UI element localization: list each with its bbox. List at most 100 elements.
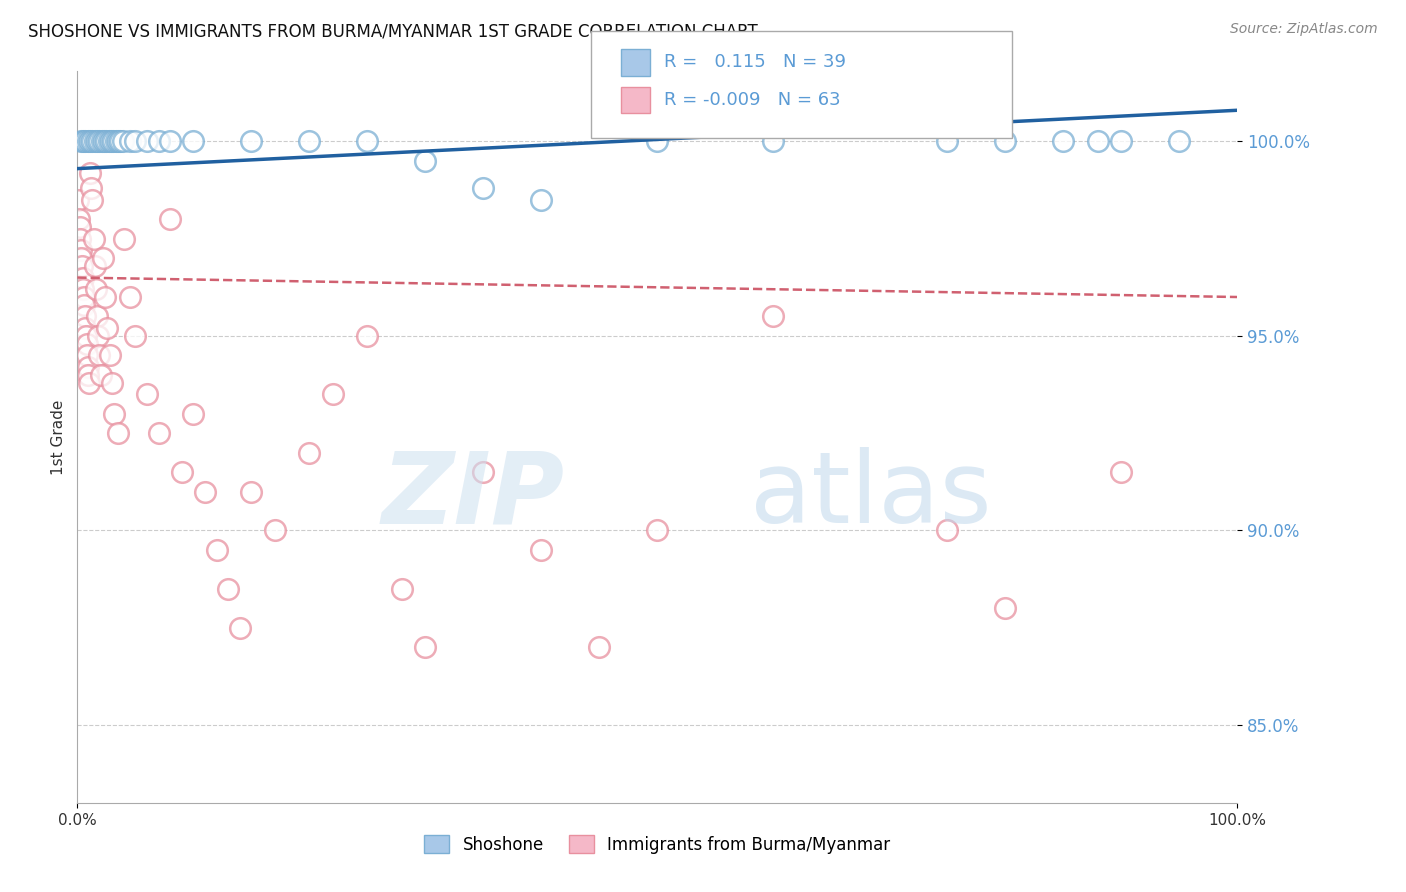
Point <box>75 321 97 335</box>
Point <box>75 135 97 149</box>
Text: SHOSHONE VS IMMIGRANTS FROM BURMA/MYANMAR 1ST GRADE CORRELATION CHART: SHOSHONE VS IMMIGRANTS FROM BURMA/MYANMA… <box>28 22 758 40</box>
Point <box>118 135 141 149</box>
Point <box>90 135 112 149</box>
Point <box>118 290 141 304</box>
Text: ZIP: ZIP <box>381 447 565 544</box>
Point <box>159 135 181 149</box>
Point <box>73 298 96 312</box>
Point <box>67 212 90 227</box>
Point <box>79 165 101 179</box>
Point <box>762 310 785 324</box>
Point <box>93 135 115 149</box>
Point <box>73 290 96 304</box>
Point <box>647 135 669 149</box>
Point <box>391 582 413 596</box>
Point <box>76 348 98 362</box>
Point <box>96 135 118 149</box>
Point <box>148 426 170 441</box>
Point <box>1111 465 1133 479</box>
Point <box>530 193 553 207</box>
Point <box>86 135 108 149</box>
Point <box>104 135 127 149</box>
Point <box>228 621 252 635</box>
Point <box>82 193 104 207</box>
Point <box>356 329 378 343</box>
Point <box>159 212 181 227</box>
Point <box>72 135 94 149</box>
Point <box>79 135 101 149</box>
Point <box>83 135 105 149</box>
Point <box>83 259 105 273</box>
Point <box>530 542 553 557</box>
Point <box>124 329 146 343</box>
Point <box>321 387 344 401</box>
Point <box>89 348 111 362</box>
Point <box>217 582 239 596</box>
Point <box>994 601 1017 615</box>
Point <box>83 232 105 246</box>
Point <box>87 329 110 343</box>
Point <box>94 290 117 304</box>
Point <box>111 135 134 149</box>
Text: R = -0.009   N = 63: R = -0.009 N = 63 <box>664 91 841 109</box>
Point <box>77 376 100 390</box>
Point <box>136 135 159 149</box>
Point <box>89 135 111 149</box>
Point <box>240 135 263 149</box>
Point <box>73 310 96 324</box>
Point <box>1168 135 1191 149</box>
Point <box>1087 135 1109 149</box>
Point <box>90 368 111 382</box>
Point <box>936 524 959 538</box>
Point <box>67 193 90 207</box>
Point <box>70 251 93 265</box>
Point <box>240 484 263 499</box>
Point <box>107 426 129 441</box>
Point <box>472 181 495 195</box>
Point <box>70 259 93 273</box>
Point <box>148 135 170 149</box>
Point <box>69 244 91 258</box>
Y-axis label: 1st Grade: 1st Grade <box>51 400 66 475</box>
Point <box>69 232 91 246</box>
Point <box>75 329 97 343</box>
Point <box>72 282 94 296</box>
Point <box>936 135 959 149</box>
Point <box>413 153 436 168</box>
Point <box>413 640 436 655</box>
Point <box>183 407 205 421</box>
Point <box>76 135 98 149</box>
Point <box>69 219 91 234</box>
Point <box>80 181 103 195</box>
Point <box>194 484 217 499</box>
Point <box>86 310 108 324</box>
Point <box>84 282 107 296</box>
Point <box>647 524 669 538</box>
Legend: Shoshone, Immigrants from Burma/Myanmar: Shoshone, Immigrants from Burma/Myanmar <box>418 829 897 860</box>
Text: R =   0.115   N = 39: R = 0.115 N = 39 <box>664 54 845 71</box>
Point <box>101 376 124 390</box>
Point <box>298 135 321 149</box>
Point <box>472 465 495 479</box>
Point <box>107 135 129 149</box>
Point <box>1111 135 1133 149</box>
Point <box>91 251 114 265</box>
Point <box>103 407 125 421</box>
Point <box>124 135 146 149</box>
Point <box>136 387 159 401</box>
Point <box>97 135 120 149</box>
Point <box>77 368 100 382</box>
Point <box>110 135 132 149</box>
Point <box>205 542 228 557</box>
Point <box>76 359 98 374</box>
Point <box>98 348 121 362</box>
Point <box>69 135 91 149</box>
Point <box>762 135 785 149</box>
Point <box>183 135 205 149</box>
Point <box>588 640 610 655</box>
Point <box>82 135 104 149</box>
Text: atlas: atlas <box>751 447 991 544</box>
Point <box>100 135 122 149</box>
Point <box>994 135 1017 149</box>
Point <box>103 135 125 149</box>
